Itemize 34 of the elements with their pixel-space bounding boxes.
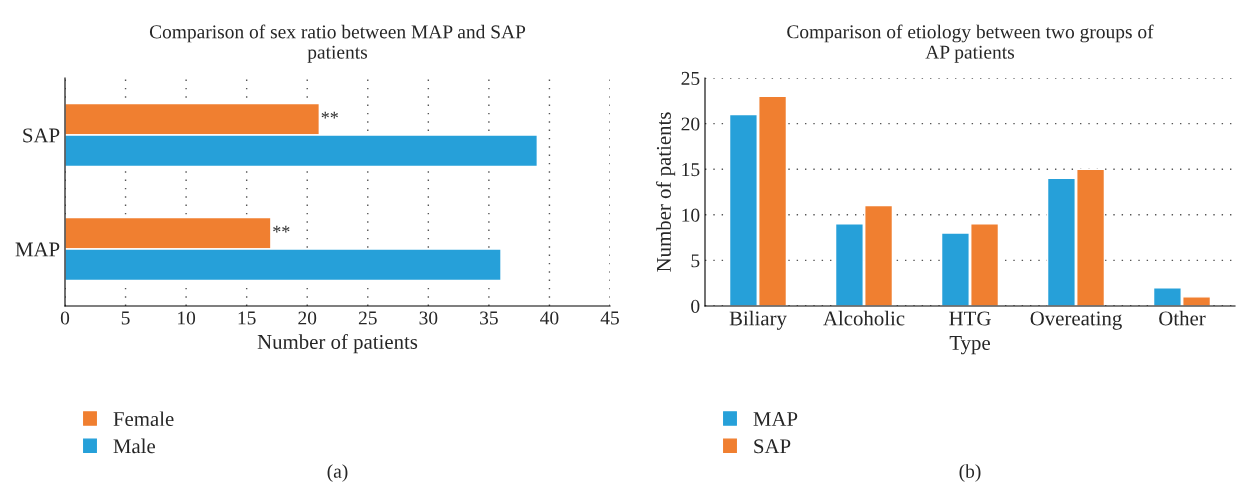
x-tick-label: 35 [480,311,498,325]
text: (b) [959,464,981,482]
x-tick-label: 30 [419,311,438,325]
x-tick-label: 45 [600,311,619,325]
y-tick-label: 10 [682,208,700,222]
x-tick-label: Alcoholic [823,310,905,326]
y-tick-label: 15 [682,163,700,177]
y-tick-label: 25 [681,71,700,85]
y-tick-label: 5 [691,254,700,268]
x-tick-label: HTG [949,311,991,326]
chart-title: Comparison of sex ratio between MAP and SAP patients [149,24,526,63]
text: (a) [327,464,348,482]
x-tick-label: Overeating [1030,311,1122,330]
legend-label: MAP [753,412,798,426]
x-tick-label: 0 [60,311,70,325]
legend-label: Male [113,438,155,454]
x-tick-label: 40 [540,311,559,325]
y-tick-label: 20 [681,117,700,131]
y-tick-label: 0 [691,299,700,313]
annotation: ** [321,111,338,119]
legend-label: Female [113,411,174,427]
y-axis-title: Number of patients [656,112,676,272]
x-tick-label: 5 [121,311,130,325]
legend-label: SAP [754,439,791,454]
annotation: ** [273,225,290,233]
x-tick-label: 15 [238,311,256,325]
x-tick-label: 10 [178,311,196,325]
x-tick-label: 20 [298,311,317,325]
x-tick-label: Other [1159,310,1206,326]
x-tick-label: 25 [358,311,377,325]
x-axis-title: Number of patients [257,334,418,354]
chart-title: Comparison of etiology between two groups of AP patients [787,24,1154,63]
x-axis-title: Type [949,336,990,355]
x-tick-label: Biliary [729,310,787,330]
